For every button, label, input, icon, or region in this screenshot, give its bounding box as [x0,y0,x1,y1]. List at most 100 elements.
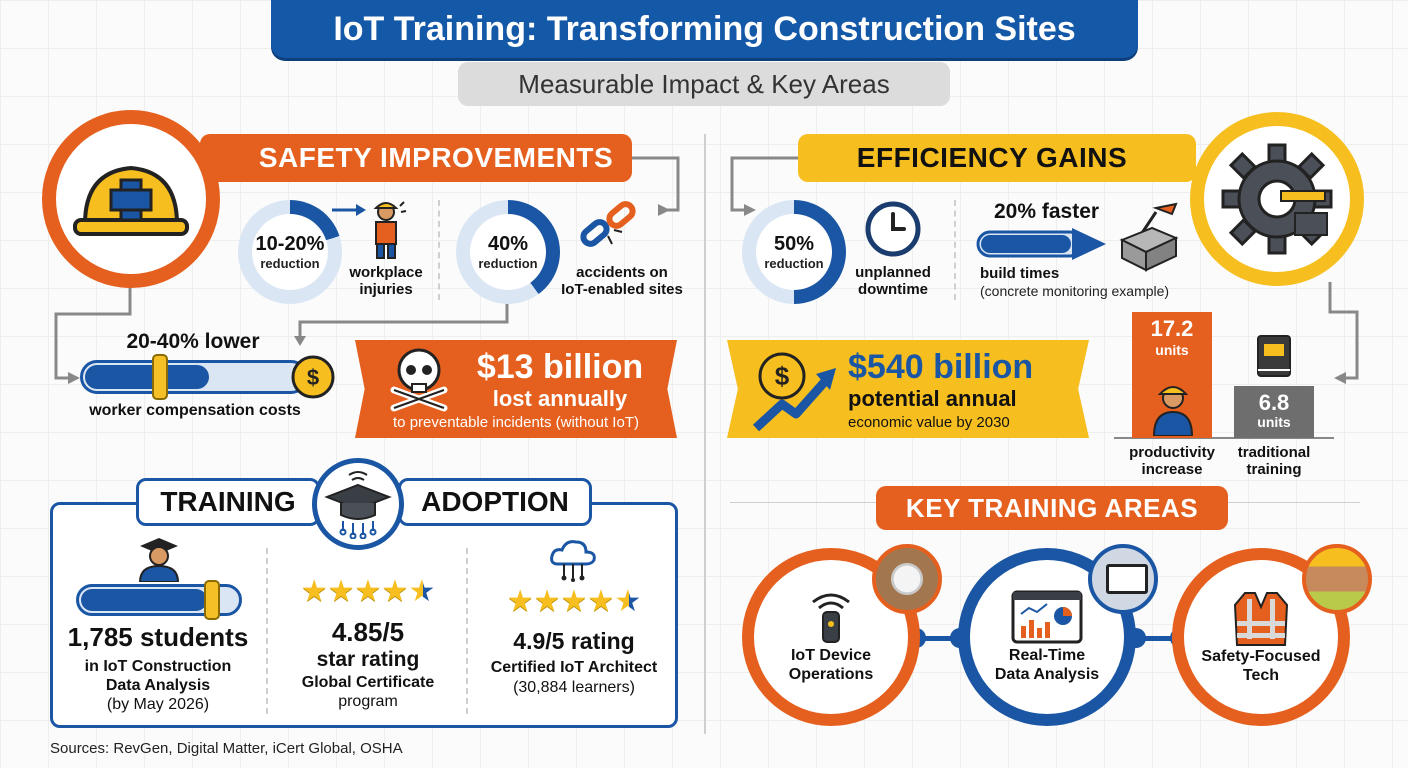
clock-icon [865,201,921,257]
productivity-label: productivity increase [1122,444,1222,478]
rating2-line3: (30,884 learners) [513,679,635,696]
dashed-separator [266,548,268,714]
rating2-value: 4.9/5 rating [513,628,635,654]
worker-photo [1302,544,1372,614]
page-title: IoT Training: Transforming Construction … [271,0,1138,58]
economic-value: $540 billion [848,348,1034,386]
dollar-growth-icon: $ [752,352,836,432]
graduation-badge [312,458,404,550]
iot-device-icon [812,593,850,643]
iot-sensor-photo [872,544,942,614]
skull-crossbones-icon [390,348,448,412]
injury-reduction-unit: reduction [260,256,320,271]
rating2-stars: ★★★★★ [494,584,654,619]
area-real-time-line1: Real-Time [1008,647,1086,664]
arrow-right-icon [332,204,366,216]
broken-chain-icon [580,201,636,247]
students-line4: (by May 2026) [106,696,210,713]
productivity-label-line2: increase [1141,461,1203,478]
concrete-block-icon [1119,202,1179,272]
comp-cost-marker [152,354,168,400]
traditional-bar [1234,386,1314,438]
area-safety-tech-label: Safety-Focused Tech [1201,647,1320,685]
rating1-stars: ★★★★★ [288,574,448,609]
dashed-separator [954,200,956,300]
bar-baseline [1114,437,1334,439]
hard-hat-badge [42,110,220,288]
half-star-icon: ★ [614,585,642,618]
loss-line3: to preventable incidents (without IoT) [393,414,639,431]
star-icon: ★ [506,585,534,618]
productivity-unit: units [1155,342,1189,358]
tablet-screen [1106,564,1148,594]
economic-line2: potential annual [848,386,1017,411]
key-areas-connector [1122,636,1202,641]
students-value: 1,785 students [67,622,249,652]
gear-icon [1221,143,1333,255]
area-iot-device-line1: IoT Device [790,647,872,664]
efficiency-banner: EFFICIENCY GAINS [798,134,1196,182]
students-line2: in IoT Construction [84,658,232,675]
build-time-arrow [976,228,1106,260]
rating1-line2: star rating [316,648,420,671]
downtime-donut: 50% reduction [742,200,846,304]
adoption-tag: ADOPTION [398,478,592,526]
cloud-network-icon [550,540,596,582]
traditional-value: 6.8 [1258,390,1290,415]
svg-text:$: $ [307,365,319,390]
area-safety-tech-line1: Safety-Focused [1201,648,1321,665]
accident-reduction-value: 40% [487,233,529,255]
safety-vest-icon [1233,592,1289,646]
accident-label-line2: IoT-enabled sites [561,281,683,298]
rating1-line3: Global Certificate [301,674,435,691]
downtime-label: unplanned downtime [844,264,942,298]
sources-text: Sources: RevGen, Digital Matter, iCert G… [50,740,403,757]
traditional-unit: units [1257,414,1291,430]
rating1-line4: program [338,693,398,710]
build-time-value: 20% faster [994,200,1100,223]
comp-cost-label: worker compensation costs [89,402,301,419]
downtime-label-line2: downtime [858,281,928,298]
rating2-line2: Certified IoT Architect [490,659,658,676]
downtime-unit: reduction [764,256,824,271]
area-real-time-line2: Data Analysis [994,666,1100,683]
traditional-label-line1: traditional [1237,444,1311,461]
injury-reduction-donut: 10-20% reduction [238,200,342,304]
students-fill [81,589,207,611]
injury-label-line1: workplace [349,264,423,281]
comp-cost-bar [80,360,308,394]
loss-line2: lost annually [492,386,628,411]
half-star-icon: ★ [408,575,436,608]
star-icon: ★ [587,585,615,618]
traditional-label: traditional training [1224,444,1324,478]
dashed-separator [438,200,440,300]
economic-line3: economic value by 2030 [848,414,1010,431]
gear-badge [1190,112,1364,286]
accident-reduction-donut: 40% reduction [456,200,560,304]
build-time-label2: (concrete monitoring example) [980,283,1170,299]
accident-reduction-unit: reduction [478,256,538,271]
hard-hat-icon [73,165,189,236]
students-label: in IoT Construction Data Analysis (by Ma… [58,657,258,714]
star-icon: ★ [560,585,588,618]
comp-cost-value: 20-40% lower [126,330,260,353]
dashed-separator [466,548,468,714]
star-icon: ★ [327,575,355,608]
loss-value: $13 billion [476,348,644,386]
area-real-time-label: Real-Time Data Analysis [995,646,1099,684]
injury-label: workplace injuries [338,264,434,298]
area-iot-device-line2: Operations [788,666,874,683]
build-time-label1: build times [980,265,1060,282]
comp-cost-fill [85,365,209,389]
book-icon [1257,335,1291,377]
students-line3: Data Analysis [105,677,211,694]
star-icon: ★ [533,585,561,618]
coin-icon: $ [291,355,335,399]
area-safety-tech-line2: Tech [1242,667,1280,684]
area-iot-device-label: IoT Device Operations [789,646,873,684]
rating1-value: 4.85/5 [331,617,405,647]
svg-text:$: $ [775,361,790,391]
training-tag: TRAINING [136,478,320,526]
tablet-photo [1088,544,1158,614]
